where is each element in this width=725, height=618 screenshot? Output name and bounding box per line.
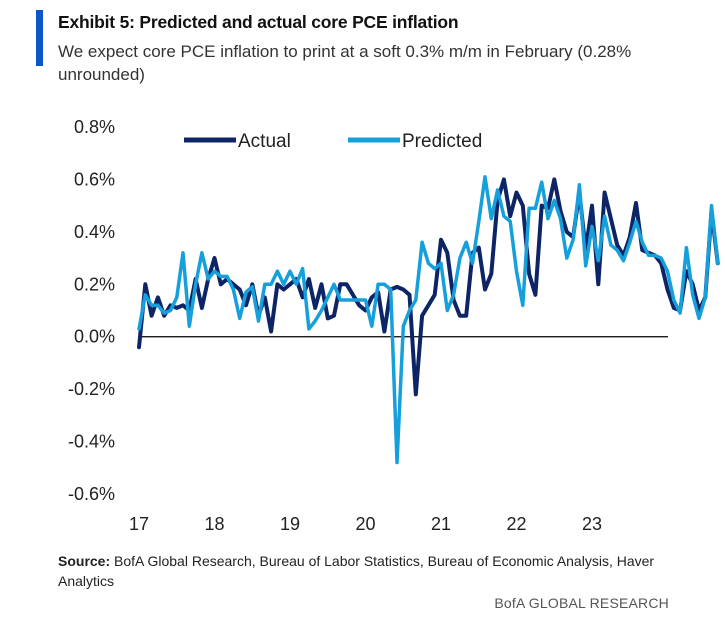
- x-tick-label: 23: [582, 514, 602, 534]
- y-tick-label: -0.6%: [68, 484, 115, 504]
- chart-subtitle: We expect core PCE inflation to print at…: [58, 42, 632, 84]
- x-tick-label: 17: [129, 514, 149, 534]
- chart-title: Exhibit 5: Predicted and actual core PCE…: [58, 12, 459, 32]
- y-tick-label: -0.4%: [68, 432, 115, 452]
- series-line-predicted: [137, 175, 720, 465]
- y-tick-label: 0.8%: [74, 117, 115, 137]
- y-tick-label: 0.6%: [74, 169, 115, 189]
- x-tick-label: 18: [204, 514, 224, 534]
- x-tick-label: 21: [431, 514, 451, 534]
- y-tick-label: 0.2%: [74, 274, 115, 294]
- brand-label: BofA GLOBAL RESEARCH: [494, 595, 669, 611]
- legend-label-predicted: Predicted: [402, 131, 482, 152]
- y-tick-label: 0.0%: [74, 327, 115, 347]
- series-line-actual: [137, 177, 720, 397]
- x-tick-label: 19: [280, 514, 300, 534]
- y-tick-label: -0.2%: [68, 379, 115, 399]
- x-tick-label: 22: [506, 514, 526, 534]
- x-tick-label: 20: [355, 514, 375, 534]
- source-note: Source: BofA Global Research, Bureau of …: [58, 551, 688, 591]
- source-label: Source:: [58, 553, 111, 569]
- accent-bar: [36, 10, 43, 66]
- y-tick-label: 0.4%: [74, 222, 115, 242]
- source-text: BofA Global Research, Bureau of Labor St…: [58, 553, 655, 589]
- legend-label-actual: Actual: [238, 131, 291, 152]
